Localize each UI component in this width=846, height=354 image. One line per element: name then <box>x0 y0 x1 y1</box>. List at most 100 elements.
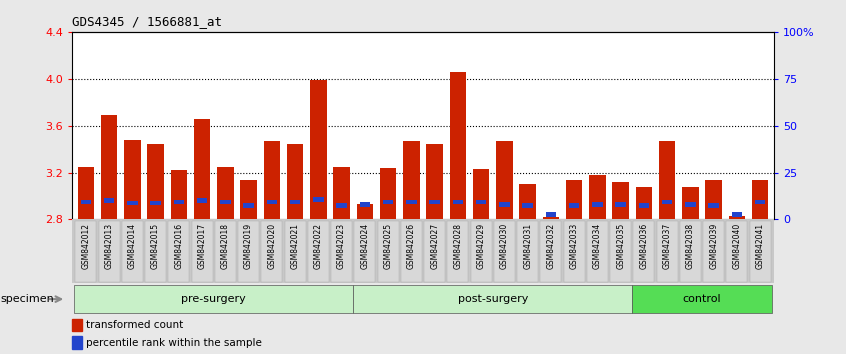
Text: GDS4345 / 1566881_at: GDS4345 / 1566881_at <box>72 15 222 28</box>
FancyBboxPatch shape <box>99 221 119 282</box>
Bar <box>546 212 556 217</box>
Text: GSM842027: GSM842027 <box>430 223 439 269</box>
Bar <box>101 115 118 219</box>
Text: control: control <box>683 294 722 304</box>
Text: GSM842016: GSM842016 <box>174 223 184 269</box>
Text: GSM842031: GSM842031 <box>523 223 532 269</box>
Bar <box>635 187 652 219</box>
FancyBboxPatch shape <box>261 221 283 282</box>
Text: GSM842021: GSM842021 <box>291 223 299 269</box>
Text: GSM842034: GSM842034 <box>593 223 602 269</box>
Text: GSM842019: GSM842019 <box>244 223 253 269</box>
Text: GSM842036: GSM842036 <box>640 223 648 269</box>
FancyBboxPatch shape <box>470 221 492 282</box>
Bar <box>590 175 606 219</box>
FancyBboxPatch shape <box>541 221 562 282</box>
Bar <box>360 202 371 207</box>
Bar <box>383 200 393 204</box>
Text: GSM842035: GSM842035 <box>616 223 625 269</box>
Bar <box>708 203 719 208</box>
Bar <box>682 187 699 219</box>
Text: GSM842039: GSM842039 <box>709 223 718 269</box>
FancyBboxPatch shape <box>122 221 143 282</box>
FancyBboxPatch shape <box>75 221 96 282</box>
FancyBboxPatch shape <box>517 221 538 282</box>
FancyBboxPatch shape <box>448 221 469 282</box>
Bar <box>685 202 695 207</box>
FancyBboxPatch shape <box>494 221 515 282</box>
Text: GSM842033: GSM842033 <box>569 223 579 269</box>
Bar <box>266 200 277 204</box>
Bar <box>728 216 745 219</box>
Text: GSM842025: GSM842025 <box>383 223 393 269</box>
Text: transformed count: transformed count <box>86 320 184 330</box>
FancyBboxPatch shape <box>680 221 700 282</box>
Bar <box>124 140 140 219</box>
FancyBboxPatch shape <box>587 221 607 282</box>
Bar <box>380 168 396 219</box>
FancyBboxPatch shape <box>727 221 747 282</box>
FancyBboxPatch shape <box>215 221 236 282</box>
Text: GSM842013: GSM842013 <box>105 223 113 269</box>
FancyBboxPatch shape <box>192 221 212 282</box>
Bar <box>453 200 463 204</box>
Bar <box>543 217 559 219</box>
Text: percentile rank within the sample: percentile rank within the sample <box>86 338 261 348</box>
Bar <box>475 200 486 204</box>
Bar <box>78 167 94 219</box>
Bar <box>659 141 675 219</box>
Bar <box>662 200 673 204</box>
FancyBboxPatch shape <box>424 221 445 282</box>
FancyBboxPatch shape <box>74 285 354 314</box>
Bar <box>752 179 768 219</box>
FancyBboxPatch shape <box>331 221 352 282</box>
FancyBboxPatch shape <box>354 221 376 282</box>
Bar <box>197 198 207 203</box>
Text: specimen: specimen <box>0 294 54 304</box>
Text: GSM842030: GSM842030 <box>500 223 509 269</box>
Bar <box>310 80 327 219</box>
FancyBboxPatch shape <box>401 221 422 282</box>
Text: GSM842014: GSM842014 <box>128 223 137 269</box>
Bar <box>147 144 164 219</box>
Bar <box>313 197 324 202</box>
Text: GSM842038: GSM842038 <box>686 223 695 269</box>
Bar <box>244 203 254 208</box>
Text: pre-surgery: pre-surgery <box>181 294 246 304</box>
Bar <box>615 202 626 207</box>
FancyBboxPatch shape <box>377 221 398 282</box>
Bar <box>217 167 233 219</box>
Text: GSM842041: GSM842041 <box>755 223 765 269</box>
Text: GSM842017: GSM842017 <box>198 223 206 269</box>
Bar <box>706 179 722 219</box>
FancyBboxPatch shape <box>632 285 772 314</box>
Bar <box>220 200 231 204</box>
Bar <box>429 200 440 204</box>
Bar <box>337 203 347 208</box>
Bar <box>473 169 489 219</box>
FancyBboxPatch shape <box>239 221 259 282</box>
Bar <box>173 200 184 204</box>
Bar <box>404 141 420 219</box>
Text: GSM842029: GSM842029 <box>476 223 486 269</box>
Text: GSM842024: GSM842024 <box>360 223 370 269</box>
FancyBboxPatch shape <box>563 221 585 282</box>
Bar <box>497 141 513 219</box>
Bar <box>194 119 211 219</box>
Bar <box>499 202 509 207</box>
Text: GSM842022: GSM842022 <box>314 223 323 269</box>
Bar <box>406 200 417 204</box>
Bar <box>72 336 82 349</box>
Bar <box>240 179 256 219</box>
FancyBboxPatch shape <box>354 285 632 314</box>
FancyBboxPatch shape <box>284 221 305 282</box>
Bar <box>732 212 742 217</box>
Text: GSM842040: GSM842040 <box>733 223 741 269</box>
FancyBboxPatch shape <box>750 221 771 282</box>
Bar <box>522 203 533 208</box>
FancyBboxPatch shape <box>634 221 654 282</box>
Bar <box>755 200 766 204</box>
Bar <box>104 198 114 203</box>
FancyBboxPatch shape <box>656 221 678 282</box>
Text: GSM842012: GSM842012 <box>81 223 91 269</box>
